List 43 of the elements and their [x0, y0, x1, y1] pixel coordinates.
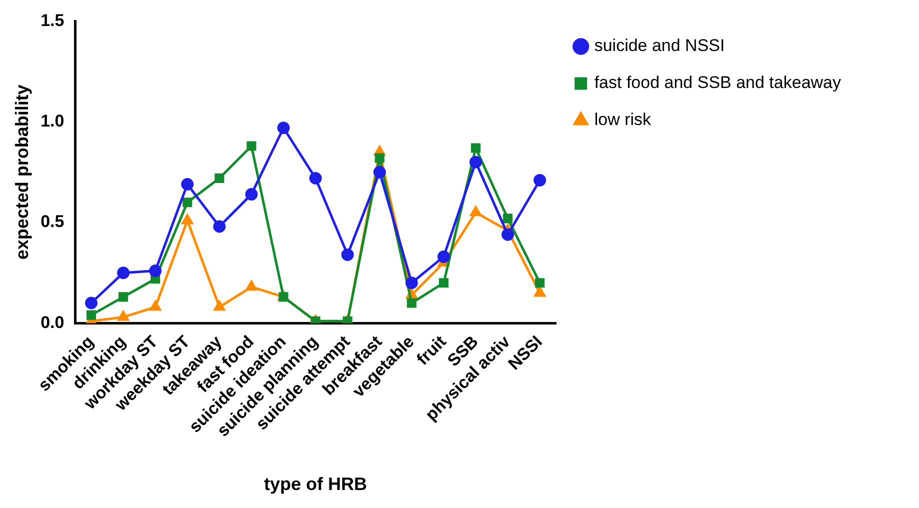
point — [502, 214, 513, 224]
x-axis-title: type of HRB — [264, 474, 368, 494]
point — [341, 248, 354, 261]
point — [470, 206, 482, 216]
point — [245, 188, 258, 201]
point — [246, 141, 256, 151]
point — [118, 310, 129, 321]
point — [277, 122, 290, 134]
point — [373, 166, 386, 178]
y-tick-label: 0.5 — [40, 212, 64, 232]
point — [470, 143, 481, 153]
point — [309, 172, 322, 184]
point — [374, 153, 384, 163]
point — [278, 292, 288, 302]
point — [405, 276, 418, 290]
point — [149, 264, 162, 278]
y-tick-label: 0.0 — [40, 312, 64, 332]
point — [534, 286, 546, 297]
legend-label: fast food and SSB and takeaway — [594, 73, 842, 92]
point — [213, 220, 226, 233]
point — [534, 174, 546, 186]
y-tick-label: 1.5 — [40, 10, 64, 30]
point — [406, 298, 416, 308]
point — [214, 173, 224, 183]
point — [214, 300, 225, 311]
point — [535, 278, 545, 288]
legend-label: suicide and NSSI — [594, 36, 725, 56]
legend-label: low risk — [594, 110, 652, 130]
point — [469, 156, 482, 168]
point — [246, 280, 258, 291]
point — [150, 300, 161, 311]
point — [502, 228, 514, 241]
point — [438, 278, 448, 288]
y-tick-label: 1.0 — [40, 112, 64, 131]
point — [85, 296, 98, 310]
point — [437, 250, 450, 263]
point — [181, 178, 194, 190]
point — [182, 198, 192, 208]
point — [86, 310, 96, 320]
point — [117, 266, 130, 280]
point — [182, 214, 193, 224]
y-axis-title: expected probability — [12, 84, 32, 260]
point — [118, 292, 128, 302]
